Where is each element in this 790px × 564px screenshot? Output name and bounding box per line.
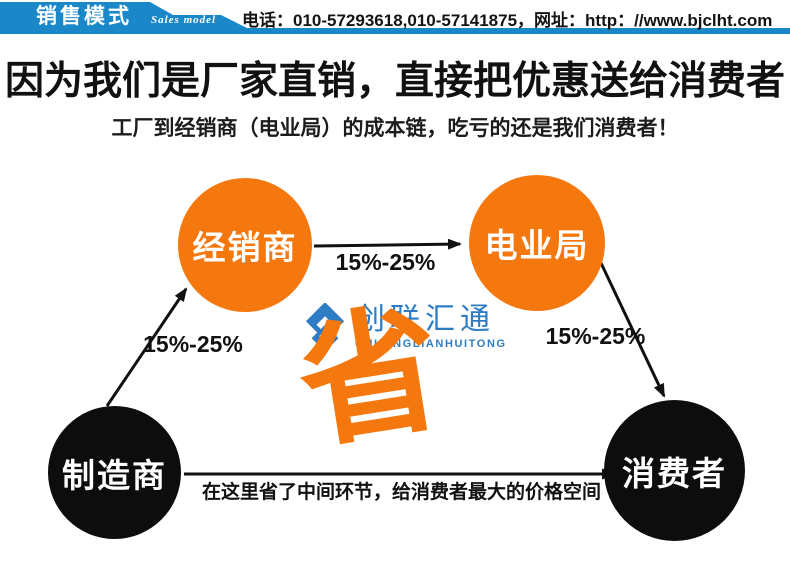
headline-subtitle: 工厂到经销商（电业局）的成本链，吃亏的还是我们消费者！ xyxy=(111,117,679,140)
edge-label-powerbureau-consumer: 15%-25% xyxy=(545,323,646,349)
page-subtitle-en: Sales model xyxy=(151,14,217,26)
arrow-distributor-to-powerbureau xyxy=(313,238,462,250)
edge-label-distributor-powerbureau: 15%-25% xyxy=(335,249,436,275)
header-bar: 销售模式 Sales model 电话：010-57293618,010-571… xyxy=(0,0,790,38)
header-ribbon-shape xyxy=(0,2,790,34)
bottom-note: 在这里省了中间环节，给消费者最大的价格空间 xyxy=(202,482,602,503)
node-power-bureau: 电业局 xyxy=(469,175,605,311)
company-logo-icon xyxy=(305,303,345,352)
edge-label-manufacturer-distributor: 15%-25% xyxy=(143,331,243,357)
savings-character: 省 xyxy=(288,288,452,466)
company-name-en: CHUANGLIANHUITONG xyxy=(355,338,507,350)
headline-title: 因为我们是厂家直销，直接把优惠送给消费者 xyxy=(4,60,785,103)
node-distributor: 经销商 xyxy=(178,178,312,312)
node-consumer: 消费者 xyxy=(604,400,745,541)
contact-info: 电话：010-57293618,010-57141875，网址：http：//w… xyxy=(242,11,773,30)
company-logo-text: 创联汇通 CHUANGLIANHUITONG xyxy=(355,303,507,350)
company-watermark: 创联汇通 CHUANGLIANHUITONG xyxy=(299,303,507,355)
page-title: 销售模式 xyxy=(36,5,132,28)
node-manufacturer: 制造商 xyxy=(48,406,181,539)
company-name-cn: 创联汇通 xyxy=(355,303,495,336)
